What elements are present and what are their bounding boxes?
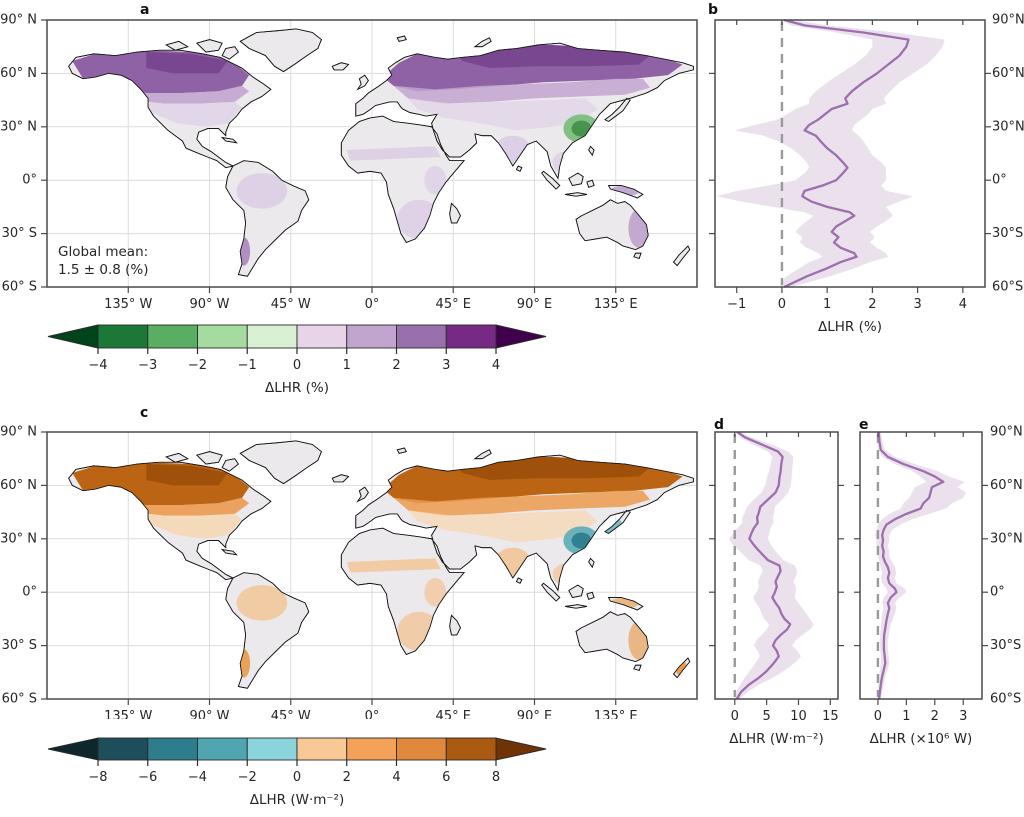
svg-text:3: 3 (913, 297, 921, 312)
svg-text:0°: 0° (992, 173, 1007, 188)
svg-text:−1: −1 (727, 297, 746, 312)
svg-text:135° W: 135° W (104, 709, 152, 719)
svg-text:90° E: 90° E (517, 709, 552, 719)
panel-d-letter: d (714, 417, 725, 433)
svg-text:1: 1 (902, 709, 910, 724)
svg-text:1: 1 (343, 358, 351, 373)
panel-c-colorbar: −8 −6 −4 −2 0 2 4 6 8 ΔLHR (W·m⁻²) (47, 737, 547, 808)
svg-text:−4: −4 (88, 358, 107, 373)
panel-e-zonal-chart: 0 1 2 3 90°N 60°N 30°N 0° 30°S 60°S ΔLHR (×10⁶ W) (854, 425, 1023, 747)
svg-text:−2: −2 (238, 770, 257, 785)
svg-text:6: 6 (442, 770, 450, 785)
svg-text:135° W: 135° W (104, 297, 152, 312)
svg-text:4: 4 (392, 770, 400, 785)
svg-text:2: 2 (392, 358, 400, 373)
svg-text:10: 10 (790, 709, 807, 724)
svg-text:45° W: 45° W (271, 709, 311, 719)
svg-text:ΔLHR (W·m⁻²): ΔLHR (W·m⁻²) (729, 731, 823, 747)
svg-text:−1: −1 (238, 358, 257, 373)
svg-text:ΔLHR (W·m⁻²): ΔLHR (W·m⁻²) (250, 792, 344, 808)
svg-text:4: 4 (492, 358, 500, 373)
panel-a-map: 90° N 60° N 30° N 0° 30° S 60° S 135° W 90° W 45… (0, 13, 698, 312)
svg-text:15: 15 (822, 709, 839, 724)
svg-text:−6: −6 (138, 770, 157, 785)
svg-text:ΔLHR (%): ΔLHR (%) (818, 319, 882, 335)
svg-text:45° E: 45° E (436, 709, 471, 719)
svg-text:0: 0 (778, 297, 786, 312)
svg-text:0°: 0° (22, 173, 37, 188)
svg-text:−3: −3 (138, 358, 157, 373)
svg-text:2: 2 (868, 297, 876, 312)
svg-text:4: 4 (959, 297, 967, 312)
svg-text:−8: −8 (88, 770, 107, 785)
svg-text:90° N: 90° N (0, 13, 37, 28)
svg-text:8: 8 (492, 770, 500, 785)
svg-text:45° W: 45° W (271, 297, 311, 312)
svg-text:30° S: 30° S (2, 226, 37, 241)
svg-text:2: 2 (343, 770, 351, 785)
svg-text:30°N: 30°N (992, 119, 1024, 134)
svg-text:2: 2 (931, 709, 939, 724)
panel-a-letter: a (140, 2, 150, 18)
svg-text:30° N: 30° N (0, 119, 37, 134)
svg-text:0°: 0° (365, 297, 380, 312)
svg-text:3: 3 (442, 358, 450, 373)
svg-text:5: 5 (762, 709, 770, 724)
svg-text:135° E: 135° E (594, 297, 638, 312)
svg-text:60° N: 60° N (0, 478, 37, 493)
svg-text:−4: −4 (188, 770, 207, 785)
svg-text:0°: 0° (22, 585, 37, 600)
svg-text:−2: −2 (188, 358, 207, 373)
svg-text:135° E: 135° E (594, 709, 638, 719)
svg-text:1.5 ± 0.8 (%): 1.5 ± 0.8 (%) (58, 262, 149, 278)
svg-text:90°N: 90°N (992, 13, 1024, 28)
svg-text:0°: 0° (990, 585, 1005, 600)
svg-text:30°S: 30°S (992, 226, 1023, 241)
svg-text:30° N: 30° N (0, 531, 37, 546)
svg-text:ΔLHR (×10⁶ W): ΔLHR (×10⁶ W) (870, 731, 973, 747)
svg-text:Global mean:: Global mean: (58, 244, 148, 260)
svg-text:60°N: 60°N (992, 66, 1024, 81)
svg-text:3: 3 (959, 709, 967, 724)
svg-text:0: 0 (293, 358, 301, 373)
svg-text:45° E: 45° E (436, 297, 471, 312)
panel-e-letter: e (859, 417, 869, 433)
svg-text:ΔLHR (%): ΔLHR (%) (265, 380, 329, 396)
panel-a-colorbar: −4 −3 −2 −1 0 1 2 3 4 ΔLHR (%) (47, 324, 547, 396)
svg-text:60° S: 60° S (2, 280, 37, 295)
svg-text:30°N: 30°N (990, 531, 1023, 546)
svg-text:0: 0 (731, 709, 739, 724)
svg-text:60°N: 60°N (990, 478, 1023, 493)
svg-text:60° S: 60° S (2, 692, 37, 707)
panel-b-zonal-chart: −1 0 1 2 3 4 90°N 60°N 30°N 0° 30°S 60°S ΔLHR (%) (709, 13, 1024, 335)
svg-text:90° W: 90° W (189, 709, 229, 719)
svg-text:30°S: 30°S (990, 638, 1021, 653)
svg-text:90° N: 90° N (0, 425, 37, 440)
svg-text:90° E: 90° E (517, 297, 552, 312)
svg-text:90°N: 90°N (990, 425, 1023, 440)
panel-c-letter: c (140, 405, 149, 421)
panel-c-map: 90° N 60° N 30° N 0° 30° S 60° S 135° W 90° W 45… (0, 425, 698, 719)
svg-text:0: 0 (293, 770, 301, 785)
svg-text:60° N: 60° N (0, 66, 37, 81)
svg-text:60°S: 60°S (990, 692, 1021, 707)
svg-text:30° S: 30° S (2, 638, 37, 653)
svg-text:0°: 0° (365, 709, 380, 719)
svg-text:0: 0 (874, 709, 882, 724)
panel-b-letter: b (708, 2, 719, 18)
svg-text:1: 1 (823, 297, 831, 312)
svg-text:60°S: 60°S (992, 280, 1023, 295)
panel-d-zonal-chart: 0 5 10 15 ΔLHR (W·m⁻²) (709, 431, 844, 747)
svg-text:90° W: 90° W (189, 297, 229, 312)
